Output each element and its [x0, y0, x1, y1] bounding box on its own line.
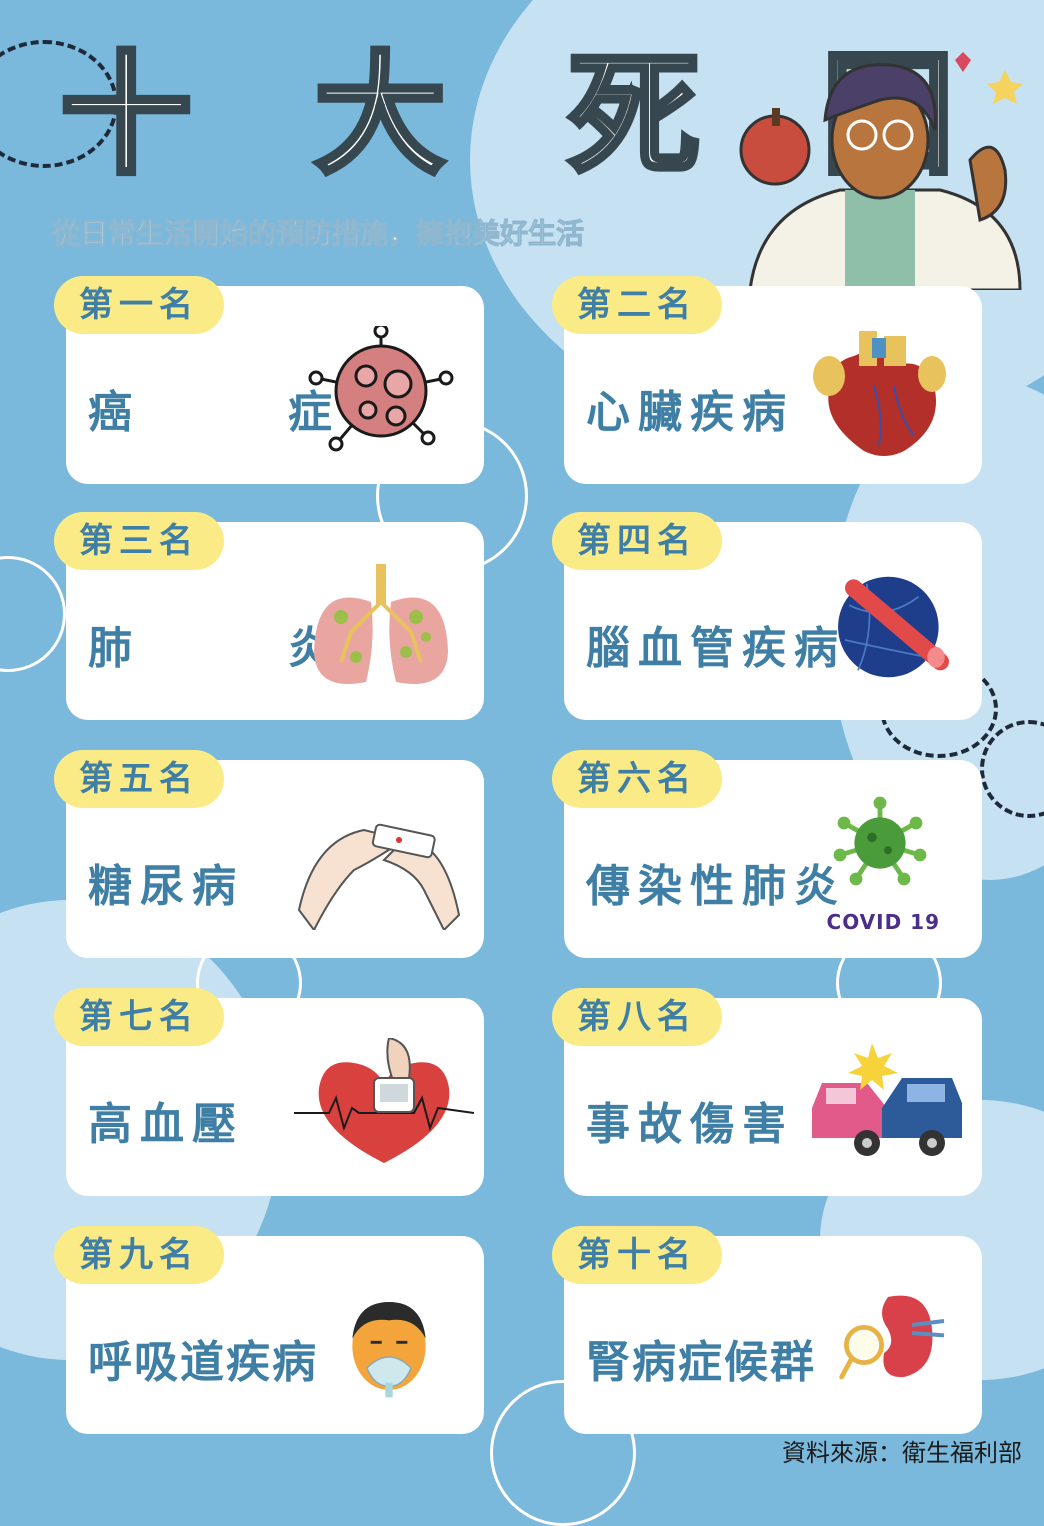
cause-name: 癌 症 — [88, 387, 388, 438]
cause-name: 腦血管疾病 — [586, 623, 846, 674]
cause-card-6: 第六名 傳染性肺炎 COVID 19 — [552, 750, 982, 958]
cause-card-3: 第三名 肺 炎 — [54, 512, 484, 720]
rank-badge: 第三名 — [54, 512, 224, 570]
rank-badge: 第六名 — [552, 750, 722, 808]
cause-name: 呼吸道疾病 — [88, 1337, 318, 1388]
rank-badge: 第十名 — [552, 1226, 722, 1284]
cause-card-5: 第五名 糖尿病 — [54, 750, 484, 958]
decor-ring — [0, 556, 66, 672]
glucose-test-icon — [297, 823, 461, 930]
rank-badge: 第九名 — [54, 1226, 224, 1284]
rank-badge: 第八名 — [552, 988, 722, 1046]
cause-name: 傳染性肺炎 — [586, 861, 846, 912]
blood-pressure-icon — [294, 1038, 474, 1163]
car-crash-icon — [812, 1043, 962, 1156]
cause-card-7: 第七名 高血壓 — [54, 988, 484, 1196]
blood-vessel-icon — [838, 576, 949, 678]
oxygen-mask-icon — [352, 1302, 426, 1398]
cause-card-1: 第一名 癌 症 — [54, 276, 484, 484]
cause-name: 心臟疾病 — [586, 387, 794, 438]
cause-card-4: 第四名 腦血管疾病 — [552, 512, 982, 720]
rank-badge: 第四名 — [552, 512, 722, 570]
doctor-illustration — [739, 52, 1023, 290]
rank-badge: 第五名 — [54, 750, 224, 808]
cause-card-2: 第二名 心臟疾病 — [552, 276, 982, 484]
cause-card-10: 第十名 腎病症候群 — [552, 1226, 982, 1434]
cause-name: 高血壓 — [88, 1099, 244, 1150]
rank-badge: 第七名 — [54, 988, 224, 1046]
page-subtitle: 從日常生活開始的預防措施，擁抱美好生活 — [51, 217, 585, 251]
cause-card-9: 第九名 呼吸道疾病 — [54, 1226, 484, 1434]
virus-cell-icon — [308, 326, 454, 452]
dashed-loop-decoration — [0, 40, 118, 168]
cause-name: 事故傷害 — [586, 1099, 794, 1150]
lungs-icon — [314, 564, 448, 684]
rank-badge: 第二名 — [552, 276, 722, 334]
covid-virus-icon — [833, 796, 927, 886]
cause-card-8: 第八名 事故傷害 — [552, 988, 982, 1196]
cause-name: 腎病症候群 — [586, 1337, 816, 1388]
cause-name: 糖尿病 — [88, 861, 244, 912]
cause-name: 肺 炎 — [88, 623, 388, 674]
kidney-icon — [839, 1295, 945, 1380]
rank-badge: 第一名 — [54, 276, 224, 334]
covid-badge: COVID 19 — [826, 910, 940, 934]
heart-organ-icon — [813, 331, 946, 456]
source-credit: 資料來源：衛生福利部 — [782, 1439, 1022, 1467]
